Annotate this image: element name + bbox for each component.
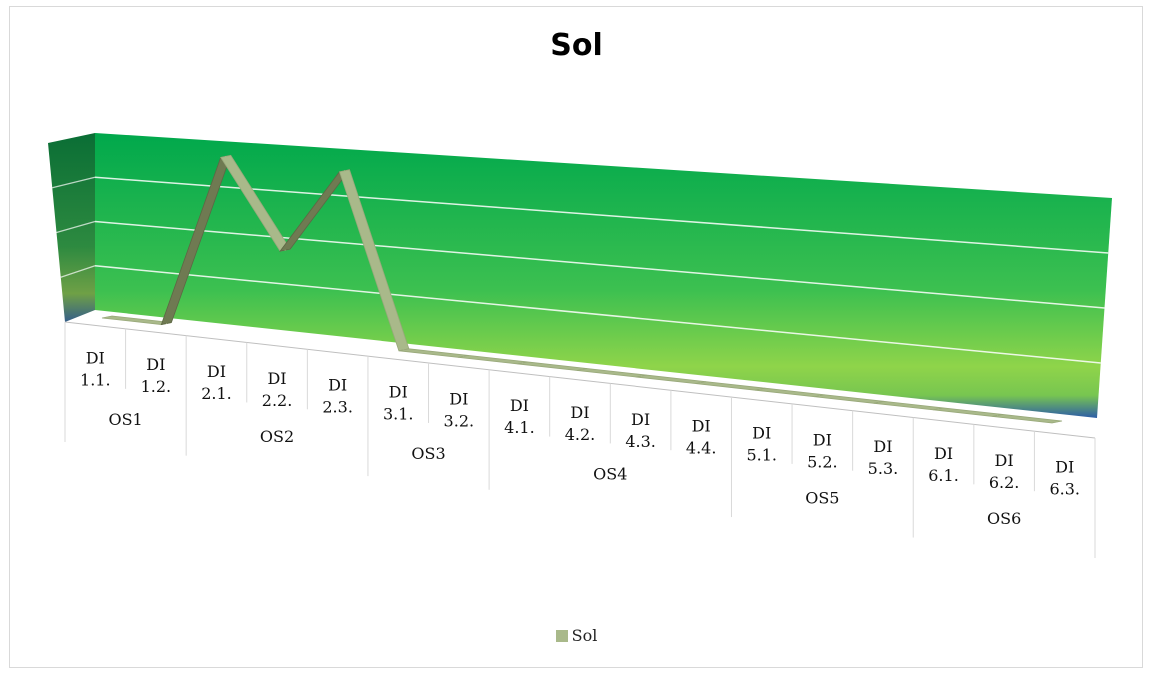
data-point: [522, 362, 524, 364]
back-wall: [95, 133, 1112, 418]
legend: Sol: [0, 626, 1153, 645]
category-label: 2.2.: [262, 391, 293, 410]
data-point: [106, 316, 108, 318]
category-label: 1.1.: [80, 370, 111, 389]
axis-line: [64, 321, 1096, 439]
category-label: 2.3.: [322, 398, 353, 417]
gridline-side: [52, 176, 96, 189]
category-label: 3.2.: [444, 411, 475, 430]
category-label: DI: [267, 369, 286, 388]
category-label: DI: [752, 423, 771, 442]
group-label: OS6: [987, 509, 1021, 528]
data-point: [344, 170, 345, 172]
category-label: DI: [692, 417, 711, 436]
gridline: [94, 220, 1105, 309]
series-segment: [755, 387, 825, 398]
data-point: [1056, 421, 1058, 423]
legend-label-sol: Sol: [571, 626, 598, 645]
category-label: DI: [570, 403, 589, 422]
category-axis: DI 1.1. DI 1.2. DI 2.1. DI 2.2. DI 2.3. DI 3.1. DI 3.…: [64, 321, 1096, 558]
data-point: [165, 323, 167, 325]
category-label: DI: [328, 376, 347, 395]
data-point: [225, 155, 227, 157]
category-label: 6.2.: [989, 473, 1020, 492]
series-segment: [992, 414, 1063, 424]
series-segment: [458, 354, 528, 365]
category-label: DI: [207, 362, 226, 381]
category-label: DI: [1055, 458, 1074, 477]
series-segment: [933, 407, 1003, 417]
series-segment: [576, 368, 647, 378]
data-point: [819, 395, 820, 397]
data-point: [700, 382, 702, 384]
series-segment: [873, 400, 944, 411]
gridline-side: [56, 220, 96, 234]
category-label: 4.3.: [625, 432, 656, 451]
chart-title: Sol: [550, 28, 603, 63]
category-label: DI: [813, 430, 832, 449]
category-label: 4.4.: [686, 439, 717, 458]
data-point: [937, 408, 939, 410]
side-wall: [48, 133, 95, 322]
category-label: DI: [995, 451, 1014, 470]
category-label: 6.3.: [1049, 480, 1080, 499]
category-label: 6.1.: [928, 466, 959, 485]
data-point: [759, 388, 761, 390]
category-label: 1.2.: [141, 377, 172, 396]
series-segment: [695, 381, 766, 391]
legend-swatch-sol: [555, 630, 568, 642]
category-label: 5.3.: [868, 459, 899, 478]
gridlines: [52, 176, 1109, 364]
series-segment: [636, 374, 706, 385]
gridline-side: [60, 265, 96, 278]
data-point: [581, 369, 583, 370]
category-label: DI: [631, 410, 650, 429]
data-point: [997, 414, 999, 416]
data-point: [403, 349, 405, 351]
category-label: DI: [389, 383, 408, 402]
category-label: DI: [146, 355, 165, 374]
series-segment: [517, 361, 588, 371]
category-label: 4.1.: [504, 418, 535, 437]
category-label: DI: [510, 396, 529, 415]
series-segment: [398, 348, 469, 358]
group-label: OS4: [593, 464, 627, 483]
category-label: 4.2.: [565, 425, 596, 444]
data-point: [284, 249, 286, 251]
category-label: 3.1.: [383, 405, 414, 424]
group-label: OS2: [260, 427, 294, 446]
category-label: 5.2.: [807, 452, 838, 471]
group-label: OS5: [805, 488, 839, 507]
group-label: OS1: [108, 410, 142, 429]
series-layer: [101, 154, 1063, 424]
gridline: [94, 176, 1109, 254]
category-label: 5.1.: [746, 445, 777, 464]
data-point: [878, 401, 880, 403]
category-label: 2.1.: [201, 384, 232, 403]
category-label: DI: [86, 348, 105, 367]
gridline: [94, 265, 1101, 364]
series-segment: [101, 315, 172, 325]
data-point: [462, 355, 464, 357]
category-label: DI: [934, 444, 953, 463]
category-label: DI: [873, 437, 892, 456]
category-label: DI: [449, 389, 468, 408]
series-segment: [814, 394, 884, 404]
group-label: OS3: [411, 444, 445, 463]
data-point: [640, 375, 642, 377]
